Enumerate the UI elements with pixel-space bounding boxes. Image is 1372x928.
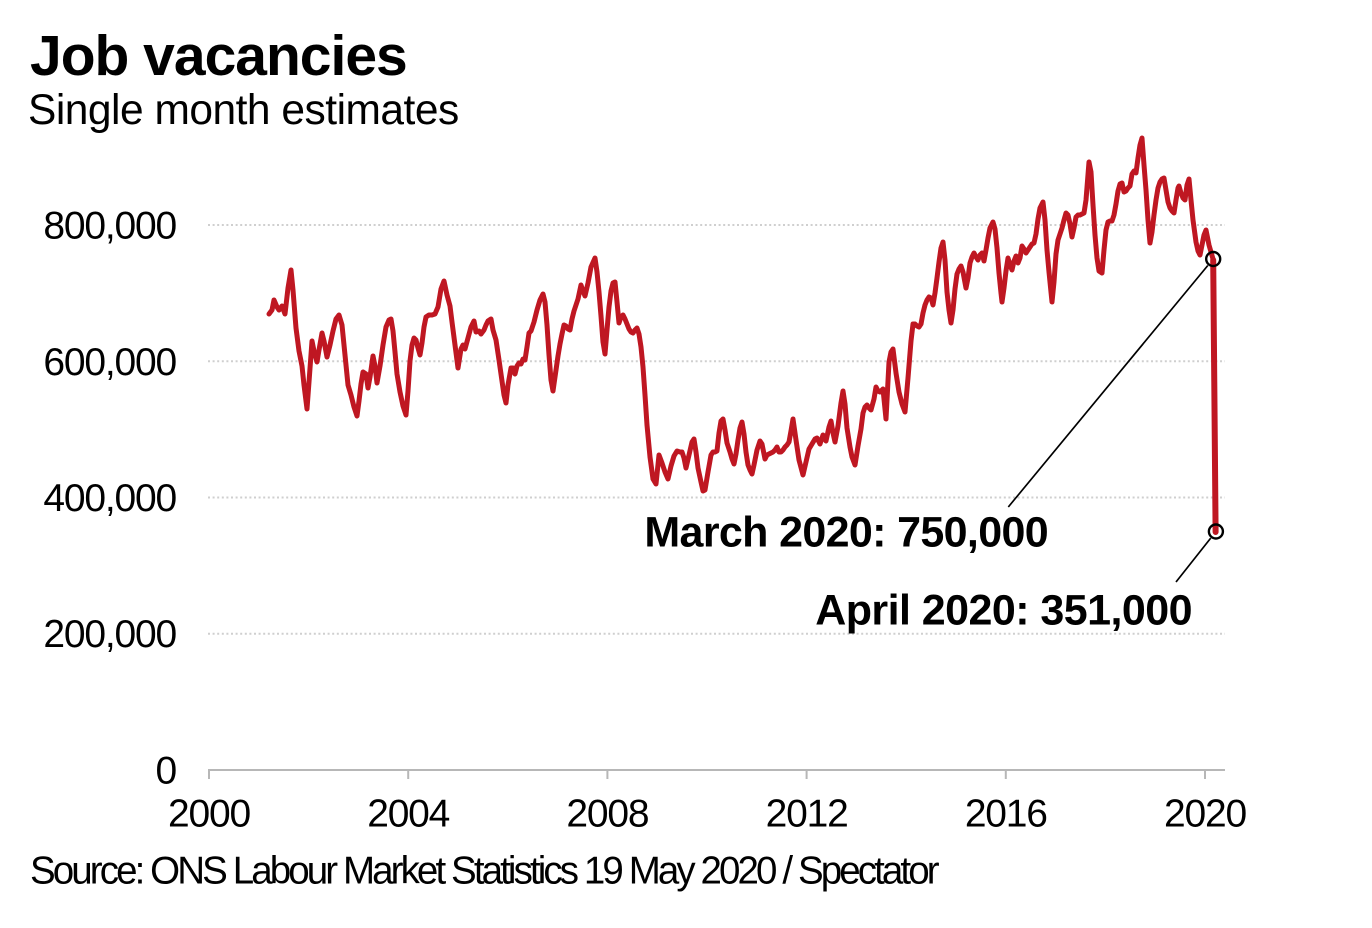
svg-text:800,000: 800,000: [43, 205, 176, 248]
svg-text:2000: 2000: [168, 793, 250, 836]
svg-text:0: 0: [156, 750, 177, 793]
svg-text:2020: 2020: [1164, 793, 1246, 836]
svg-text:2004: 2004: [367, 793, 449, 836]
svg-text:Source: ONS Labour Market Stat: Source: ONS Labour Market Statistics 19 …: [30, 849, 940, 892]
svg-text:Job vacancies: Job vacancies: [30, 24, 407, 88]
svg-text:200,000: 200,000: [43, 613, 176, 656]
svg-text:2008: 2008: [566, 793, 648, 836]
svg-text:April 2020: 351,000: April 2020: 351,000: [815, 587, 1192, 635]
svg-text:March 2020: 750,000: March 2020: 750,000: [644, 508, 1048, 556]
svg-text:600,000: 600,000: [43, 341, 176, 384]
svg-text:2016: 2016: [965, 793, 1047, 836]
svg-text:2012: 2012: [766, 793, 848, 836]
svg-text:Single month estimates: Single month estimates: [28, 87, 459, 134]
svg-text:400,000: 400,000: [43, 477, 176, 520]
